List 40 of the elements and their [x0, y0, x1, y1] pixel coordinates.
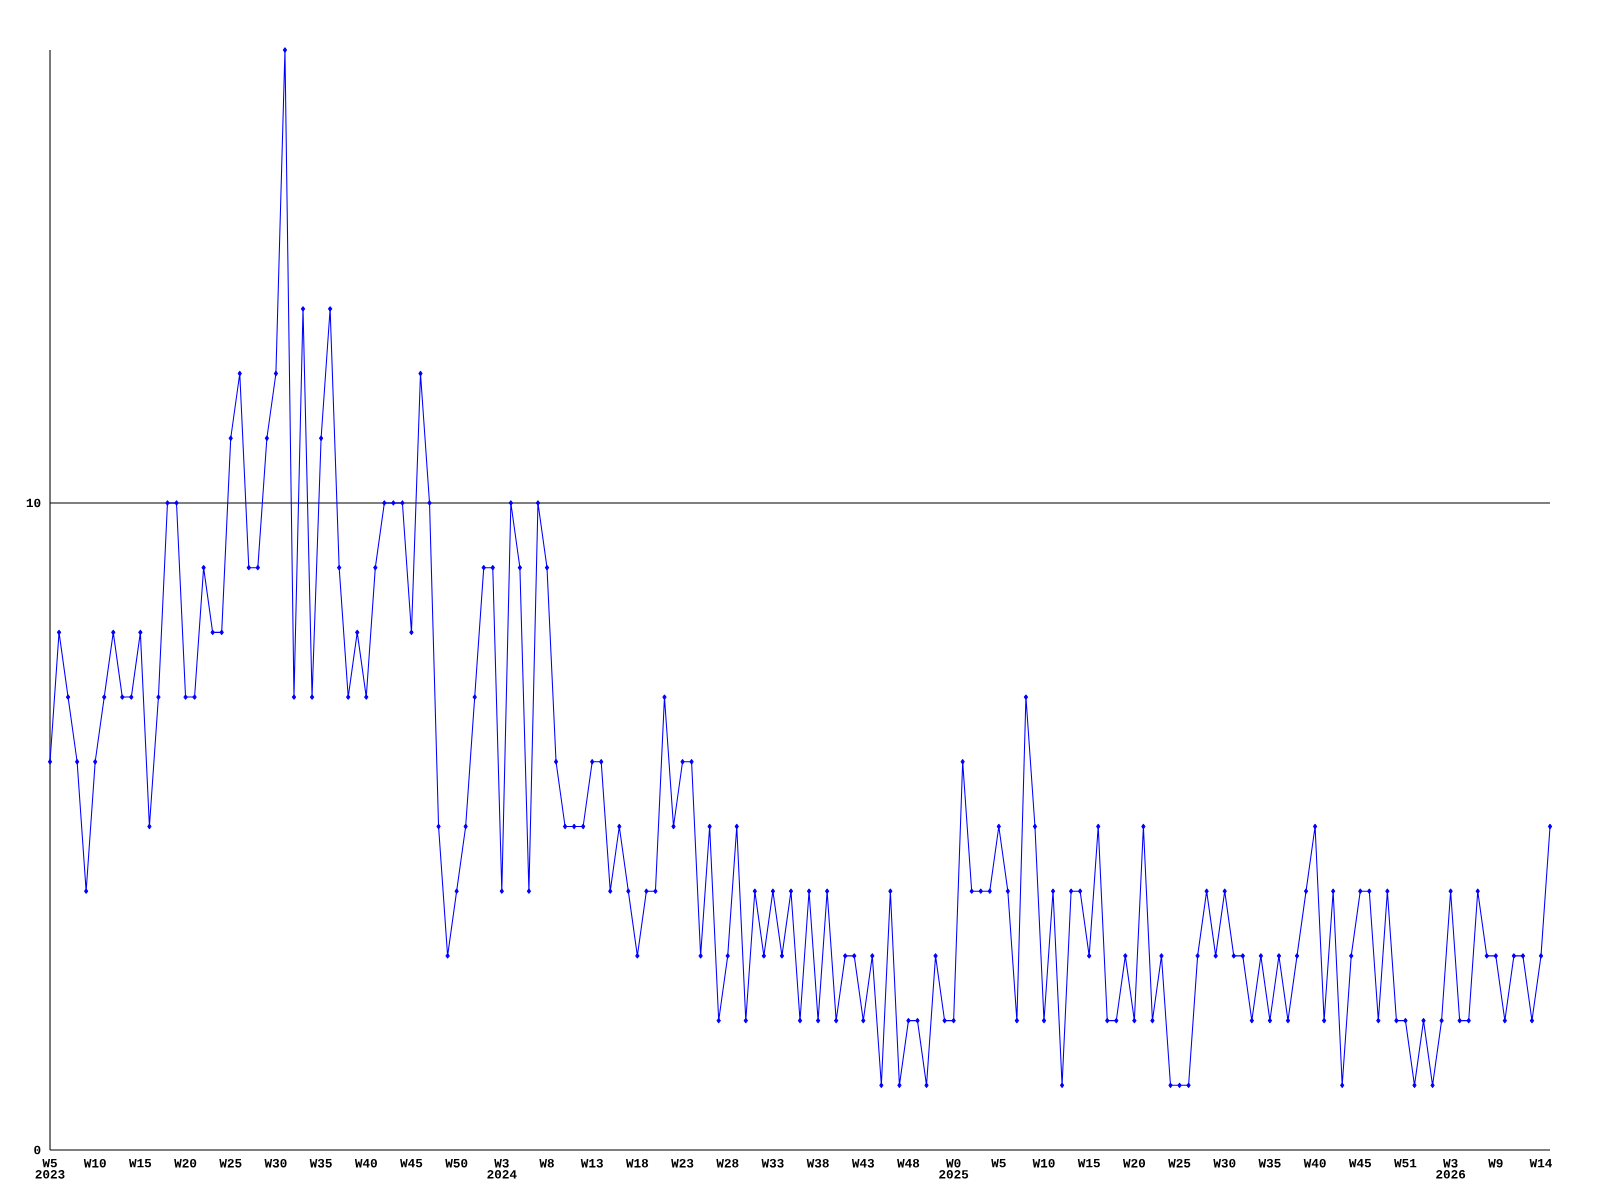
x-tick-label: W15 — [128, 1158, 152, 1168]
y-tick-label: 10 — [26, 498, 41, 508]
x-tick-label: W14 — [1529, 1158, 1553, 1168]
x-tick-label: W25 — [219, 1158, 242, 1168]
x-tick-label: W45 — [1348, 1158, 1372, 1168]
x-tick-label: W35 — [1258, 1158, 1281, 1168]
text: 2024 — [487, 1170, 517, 1179]
x-tick-label: W18 — [625, 1158, 649, 1168]
x-tick-label: W40 — [354, 1158, 377, 1168]
x-tick-label: W43 — [851, 1158, 875, 1168]
x-tick-label: W8 — [539, 1158, 554, 1168]
x-tick-label: W3 — [494, 1158, 509, 1168]
x-tick-label: W33 — [761, 1158, 784, 1168]
x-tick-label: W10 — [83, 1158, 106, 1168]
x-tick-label: W48 — [897, 1158, 920, 1168]
x-tick-label: W9 — [1488, 1158, 1503, 1168]
text: 2023 — [35, 1170, 65, 1179]
text: 2026 — [1436, 1170, 1466, 1179]
x-tick-label: W3 — [1443, 1158, 1458, 1168]
x-tick-label: W10 — [1032, 1158, 1055, 1168]
x-tick-label: W45 — [400, 1158, 423, 1168]
y-tick-label: 0 — [34, 1145, 41, 1155]
x-tick-label: W20 — [1122, 1158, 1146, 1168]
x-tick-label: W30 — [264, 1158, 287, 1168]
x-tick-label: W30 — [1213, 1158, 1236, 1168]
x-tick-label: W5 — [42, 1158, 57, 1168]
x-tick-label: W50 — [445, 1158, 468, 1168]
x-tick-label: W23 — [671, 1158, 694, 1168]
x-tick-label: W25 — [1168, 1158, 1191, 1168]
x-tick-label: W35 — [309, 1158, 332, 1168]
x-tick-label: W40 — [1303, 1158, 1326, 1168]
x-tick-label: W0 — [946, 1158, 961, 1168]
x-tick-label: W51 — [1394, 1158, 1417, 1168]
x-tick-label: W5 — [991, 1158, 1006, 1168]
x-tick-label: W13 — [580, 1158, 603, 1168]
x-tick-label: W38 — [806, 1158, 829, 1168]
x-tick-label: W20 — [174, 1158, 197, 1168]
x-tick-label: W15 — [1077, 1158, 1100, 1168]
x-tick-label: W28 — [716, 1158, 739, 1168]
text: 2025 — [939, 1170, 969, 1179]
